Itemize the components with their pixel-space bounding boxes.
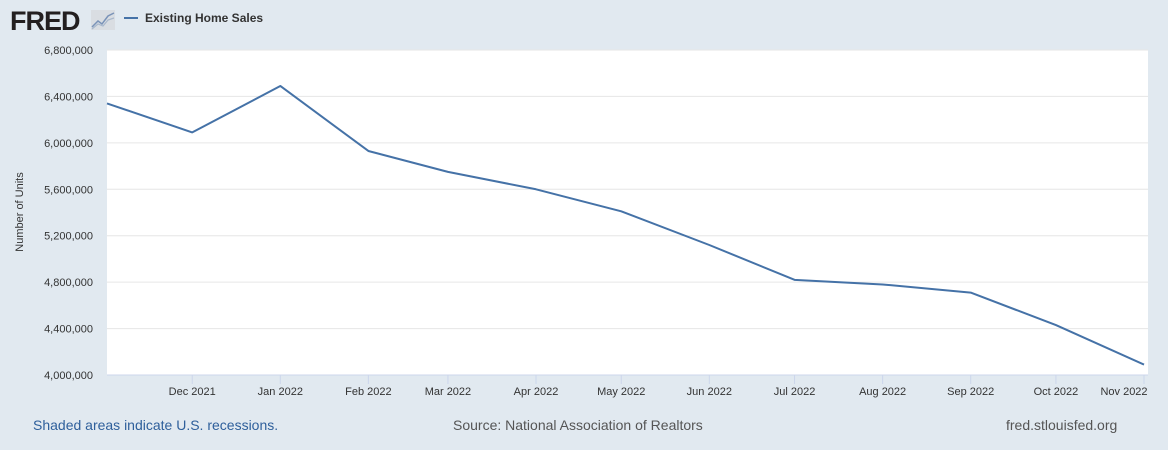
legend: Existing Home Sales (124, 11, 263, 25)
x-tick-label: Dec 2021 (169, 386, 216, 398)
site-link[interactable]: fred.stlouisfed.org (1006, 417, 1118, 433)
recessions-note-link[interactable]: Shaded areas indicate U.S. recessions. (33, 417, 279, 433)
x-tick-label: Apr 2022 (514, 386, 559, 398)
x-tick-label: Jun 2022 (687, 386, 732, 398)
y-tick-label: 6,800,000 (44, 45, 93, 57)
y-axis-label: Number of Units (14, 172, 26, 252)
x-tick-label: Jul 2022 (774, 386, 816, 398)
y-tick-label: 4,800,000 (44, 277, 93, 289)
x-tick-label: Jan 2022 (258, 386, 303, 398)
y-tick-label: 4,400,000 (44, 324, 93, 336)
source-text: Source: National Association of Realtors (453, 417, 703, 433)
x-tick-label: Sep 2022 (947, 386, 994, 398)
fred-logo-graph-icon (91, 10, 115, 30)
x-tick-label: May 2022 (597, 386, 645, 398)
y-tick-label: 6,400,000 (44, 91, 93, 103)
x-tick-label: Aug 2022 (859, 386, 906, 398)
legend-label: Existing Home Sales (145, 11, 264, 25)
plot-area (107, 50, 1148, 375)
y-tick-label: 4,000,000 (44, 370, 93, 382)
fred-logo[interactable]: FRED (10, 6, 80, 36)
x-tick-label: Feb 2022 (345, 386, 391, 398)
legend-swatch (124, 17, 138, 19)
x-tick-label: Mar 2022 (425, 386, 471, 398)
y-tick-label: 6,000,000 (44, 138, 93, 150)
x-tick-label: Nov 2022 (1100, 386, 1147, 398)
x-tick-label: Oct 2022 (1034, 386, 1079, 398)
y-tick-label: 5,200,000 (44, 231, 93, 243)
y-tick-label: 5,600,000 (44, 184, 93, 196)
